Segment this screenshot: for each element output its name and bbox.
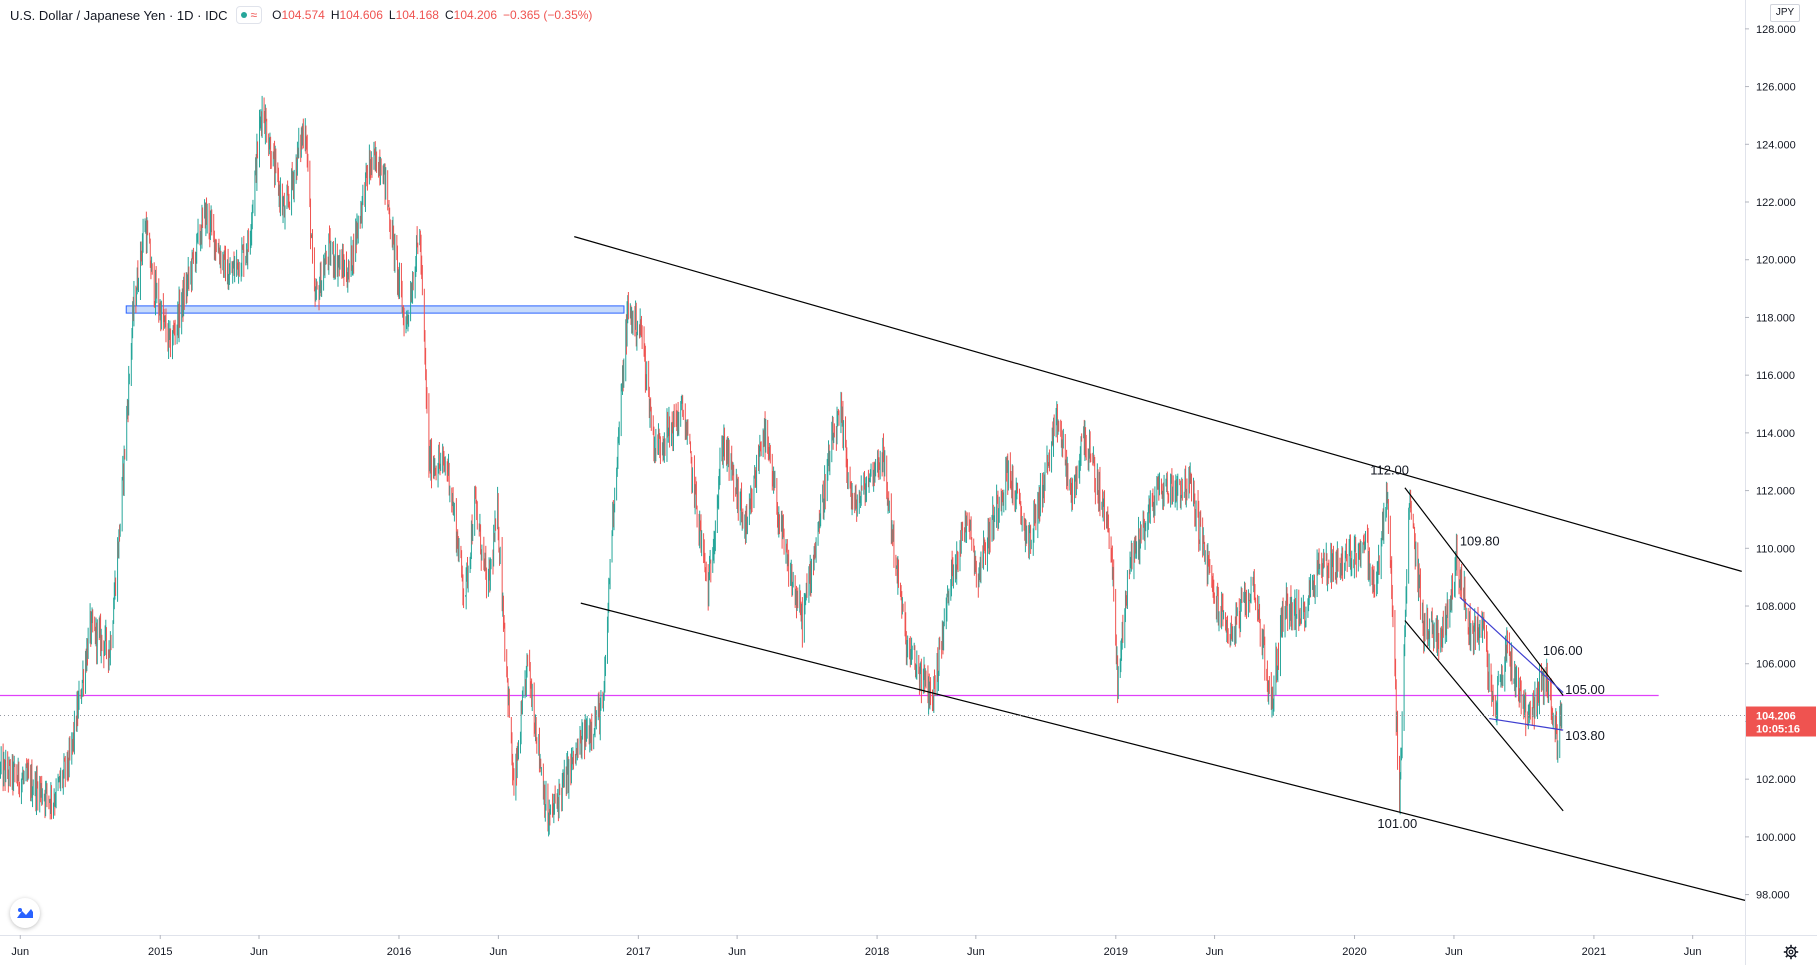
ohlc-open: O104.574 bbox=[272, 8, 325, 22]
last-price-tag bbox=[1746, 706, 1816, 737]
annotation-label: 105.00 bbox=[1565, 682, 1605, 697]
low-value: 104.168 bbox=[395, 8, 439, 22]
x-tick-label: 2020 bbox=[1342, 946, 1366, 958]
open-value: 104.574 bbox=[281, 8, 325, 22]
x-tick-label: Jun bbox=[728, 946, 746, 958]
y-tick-label: 110.000 bbox=[1756, 543, 1795, 555]
x-tick-label: 2017 bbox=[626, 946, 650, 958]
y-tick-label: 100.000 bbox=[1756, 832, 1796, 844]
annotation-label: 109.80 bbox=[1460, 533, 1500, 548]
x-tick-label: 2021 bbox=[1582, 946, 1606, 958]
x-tick-label: Jun bbox=[1206, 946, 1224, 958]
x-tick-label: Jun bbox=[1684, 946, 1702, 958]
y-tick-label: 122.000 bbox=[1756, 197, 1796, 209]
currency-button[interactable]: JPY bbox=[1770, 4, 1800, 22]
logo-glyph bbox=[17, 908, 33, 918]
close-key: C bbox=[444, 8, 454, 22]
x-tick-label: Jun bbox=[1445, 946, 1463, 958]
x-tick-label: 2016 bbox=[387, 946, 411, 958]
x-tick-label: Jun bbox=[250, 946, 268, 958]
y-tick-label: 102.000 bbox=[1756, 774, 1796, 786]
high-value: 104.606 bbox=[339, 8, 383, 22]
y-tick-label: 116.000 bbox=[1756, 370, 1795, 382]
y-tick-label: 120.000 bbox=[1756, 255, 1796, 267]
annotation-label: 103.80 bbox=[1565, 728, 1605, 743]
x-tick-label: 2015 bbox=[148, 946, 172, 958]
y-tick-label: 128.000 bbox=[1756, 24, 1796, 36]
y-tick-label: 108.000 bbox=[1756, 601, 1796, 613]
annotation-label: 101.00 bbox=[1377, 816, 1417, 831]
y-tick-label: 112.000 bbox=[1756, 486, 1795, 498]
x-tick-label: Jun bbox=[490, 946, 508, 958]
countdown-value: 10:05:16 bbox=[1756, 724, 1800, 736]
triangle-lower bbox=[1489, 717, 1564, 731]
open-key: O bbox=[272, 8, 282, 22]
y-tick-label: 106.000 bbox=[1756, 659, 1796, 671]
low-key: L bbox=[388, 8, 396, 22]
ohlc-low: L104.168 bbox=[389, 8, 439, 22]
resistance-zone bbox=[125, 305, 625, 314]
market-open-dot-icon bbox=[240, 12, 247, 18]
y-tick-label: 118.000 bbox=[1756, 312, 1795, 324]
close-value: 104.206 bbox=[453, 8, 498, 22]
gear-glyph bbox=[1783, 944, 1799, 960]
triangle-upper bbox=[1459, 596, 1564, 694]
y-tick-label: 126.000 bbox=[1756, 82, 1796, 94]
tradingview-logo-icon[interactable] bbox=[10, 898, 40, 928]
x-tick-label: Jun bbox=[967, 946, 985, 958]
annotation-label: 106.00 bbox=[1543, 643, 1583, 658]
y-tick-label: 124.000 bbox=[1756, 139, 1796, 151]
y-tick-label: 114.000 bbox=[1756, 428, 1795, 440]
x-tick-label: Jun bbox=[11, 946, 29, 958]
candles-group bbox=[0, 95, 1563, 837]
channel-lower bbox=[580, 602, 1746, 901]
high-key: H bbox=[330, 8, 340, 22]
x-tick-label: 2019 bbox=[1104, 946, 1128, 958]
wedge-upper bbox=[1404, 487, 1564, 696]
wave-icon: ≈ bbox=[250, 8, 258, 22]
annotation-label: 112.00 bbox=[1370, 463, 1409, 478]
market-status-button[interactable]: ≈ bbox=[235, 6, 263, 24]
last-price-value: 104.206 bbox=[1756, 711, 1796, 723]
ohlc-change: −0.365 (−0.35%) bbox=[503, 8, 593, 22]
ohlc-high: H104.606 bbox=[331, 8, 383, 22]
y-tick-label: 98.000 bbox=[1756, 890, 1790, 902]
ohlc-close: C104.206 bbox=[445, 8, 497, 22]
symbol-title[interactable]: U.S. Dollar / Japanese Yen · 1D · IDC bbox=[10, 7, 228, 23]
channel-upper bbox=[574, 236, 1742, 572]
gear-icon[interactable] bbox=[1781, 942, 1801, 962]
x-tick-label: 2018 bbox=[865, 946, 889, 958]
chart-header: U.S. Dollar / Japanese Yen · 1D · IDC ≈ … bbox=[10, 4, 598, 26]
